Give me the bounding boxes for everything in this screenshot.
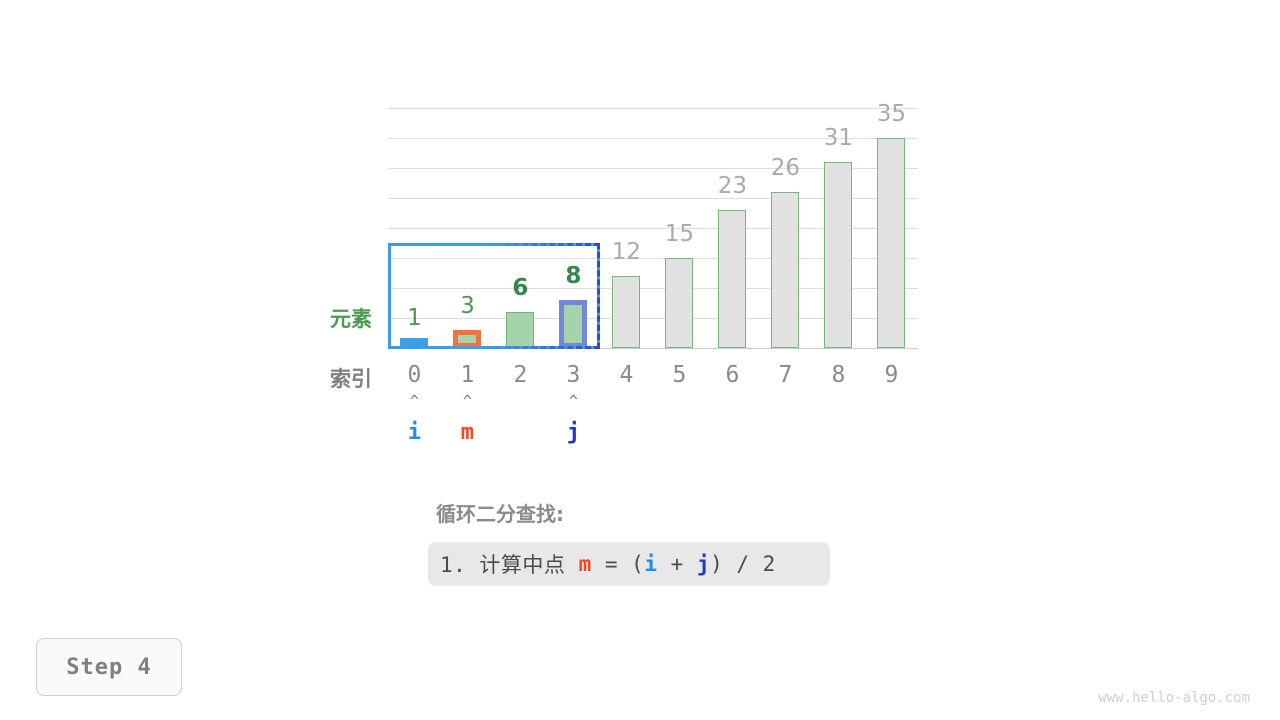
index-row-label: 索引 — [330, 367, 372, 391]
elements-row-label: 元素 — [330, 307, 372, 331]
index-label-9: 9 — [884, 362, 899, 388]
bar-slot: 31 — [812, 108, 865, 348]
formula-prefix: 1. 计算中点 — [440, 553, 579, 577]
bar-slot: 3 — [441, 108, 494, 348]
bar-slot: 6 — [494, 108, 547, 348]
index-label-1: 1 — [460, 362, 475, 388]
formula-equals: = ( — [591, 552, 645, 576]
bar-value-label: 26 — [770, 155, 801, 181]
caption-heading: 循环二分查找: — [436, 502, 564, 526]
caret-i: ^ — [409, 392, 419, 410]
bar-slot: 23 — [706, 108, 759, 348]
gridline — [388, 168, 918, 169]
formula-var-j: j — [696, 552, 711, 576]
pointer-m: m — [460, 420, 475, 445]
bar-slot: 35 — [865, 103, 918, 348]
bar-3 — [559, 300, 588, 348]
bar-5 — [665, 258, 694, 348]
gridline — [388, 108, 918, 109]
index-label-6: 6 — [725, 362, 740, 388]
gridline — [388, 318, 918, 319]
gridline — [388, 258, 918, 259]
bar-value-label: 6 — [512, 275, 529, 301]
bar-slot: 15 — [653, 108, 706, 348]
bar-slot: 26 — [759, 108, 812, 348]
formula-var-i: i — [644, 552, 658, 576]
index-label-5: 5 — [672, 362, 687, 388]
caret-j: ^ — [568, 392, 578, 410]
footer-url: www.hello-algo.com — [1098, 690, 1250, 706]
bar-2 — [506, 312, 535, 348]
bar-6 — [718, 210, 747, 348]
index-label-7: 7 — [778, 362, 793, 388]
index-label-8: 8 — [831, 362, 846, 388]
index-label-3: 3 — [566, 362, 581, 388]
bar-slot: 12 — [600, 108, 653, 348]
gridline — [388, 198, 918, 199]
step-badge: Step 4 — [36, 638, 182, 696]
bar-chart: 1 3 6 8 12 15 23 26 31 35 — [388, 103, 918, 349]
gridline — [388, 138, 918, 139]
formula-suffix: ) / 2 — [710, 552, 776, 576]
caret-m: ^ — [462, 392, 472, 410]
formula-plus: + — [657, 552, 697, 576]
pointer-j: j — [566, 420, 581, 445]
bar-9 — [877, 138, 906, 348]
bar-1 — [453, 330, 482, 348]
bar-4 — [612, 276, 641, 348]
bar-value-label: 1 — [407, 305, 422, 331]
gridline — [388, 228, 918, 229]
bar-7 — [771, 192, 800, 348]
bar-0 — [400, 338, 429, 348]
bar-value-label: 15 — [664, 221, 695, 247]
bar-slot: 1 — [388, 108, 441, 348]
bar-value-label: 23 — [717, 173, 748, 199]
gridline — [388, 288, 918, 289]
bar-value-label: 8 — [565, 263, 582, 289]
bar-value-label: 3 — [460, 293, 475, 319]
bar-slot: 8 — [547, 108, 600, 348]
formula-box: 1. 计算中点 m = (i + j) / 2 — [428, 542, 830, 586]
pointer-i: i — [407, 420, 422, 445]
bar-value-label: 31 — [823, 125, 854, 151]
bar-8 — [824, 162, 853, 348]
bar-value-label: 12 — [611, 239, 642, 265]
index-label-4: 4 — [619, 362, 634, 388]
bar-value-label: 35 — [876, 101, 907, 127]
index-label-0: 0 — [407, 362, 422, 388]
index-label-2: 2 — [513, 362, 528, 388]
axis-baseline — [388, 348, 918, 349]
formula-var-m: m — [578, 552, 592, 576]
